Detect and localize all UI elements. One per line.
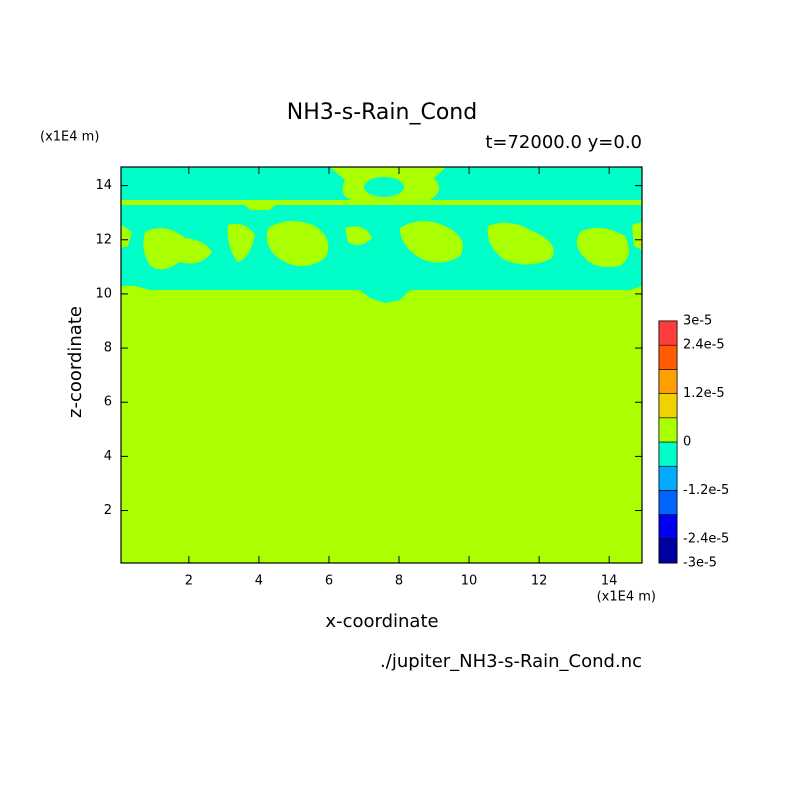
colorbar-tick-label: -3e-5 xyxy=(683,556,717,571)
x-tick-label: 4 xyxy=(255,574,263,589)
colorbar-swatch xyxy=(658,369,678,394)
colorbar-tick-label: 1.2e-5 xyxy=(683,386,725,401)
y-tick-label: 14 xyxy=(95,178,112,193)
colorbar-swatch xyxy=(658,393,678,419)
y-tick-label: 8 xyxy=(104,341,112,356)
colorbar-swatch xyxy=(658,514,678,540)
y-tick-label: 2 xyxy=(104,503,112,518)
colorbar-tick-label: -1.2e-5 xyxy=(683,483,729,498)
contour-region xyxy=(121,225,132,248)
colorbar-swatch xyxy=(658,344,678,370)
colorbar-tick-label: 2.4e-5 xyxy=(683,338,725,353)
contour-region xyxy=(400,220,463,263)
colorbar-tick-label: 3e-5 xyxy=(683,314,712,329)
y-tick-label: 6 xyxy=(104,395,112,410)
colorbar-swatch xyxy=(658,441,678,467)
contour-region xyxy=(487,222,554,265)
colorbar-swatch xyxy=(658,538,678,564)
y-axis-title: z-coordinate xyxy=(65,306,86,418)
x-tick-label: 14 xyxy=(601,574,618,589)
y-unit: (x1E4 m) xyxy=(40,130,99,145)
contour-region xyxy=(364,177,404,197)
contour-region xyxy=(121,200,642,210)
x-tick-label: 10 xyxy=(461,574,478,589)
footer: ./jupiter_NH3-s-Rain_Cond.nc xyxy=(380,651,642,672)
x-tick-label: 8 xyxy=(395,574,403,589)
colorbar-swatch xyxy=(658,465,678,491)
contour-region xyxy=(576,227,629,267)
chart-subtitle: t=72000.0 y=0.0 xyxy=(485,132,642,153)
contour-region xyxy=(266,220,329,267)
y-tick-label: 12 xyxy=(95,232,112,247)
colorbar-swatch xyxy=(658,490,678,515)
x-tick-label: 2 xyxy=(185,574,193,589)
contour-field xyxy=(121,167,642,563)
colorbar-tick-label: -2.4e-5 xyxy=(683,531,729,546)
plot-frame xyxy=(120,166,643,564)
contour-region xyxy=(227,223,255,262)
chart-title: NH3-s-Rain_Cond xyxy=(287,100,477,125)
contour-region xyxy=(632,222,642,250)
x-tick-label: 12 xyxy=(531,574,548,589)
colorbar-swatch xyxy=(658,417,678,443)
y-tick-label: 4 xyxy=(104,449,112,464)
contour-region xyxy=(143,228,212,270)
contour-region xyxy=(345,226,372,246)
x-unit: (x1E4 m) xyxy=(597,590,656,605)
colorbar-swatch xyxy=(658,320,678,346)
x-tick-label: 6 xyxy=(325,574,333,589)
y-tick-label: 10 xyxy=(95,286,112,301)
colorbar-tick-label: 0 xyxy=(683,435,691,450)
x-axis-title: x-coordinate xyxy=(325,611,438,632)
